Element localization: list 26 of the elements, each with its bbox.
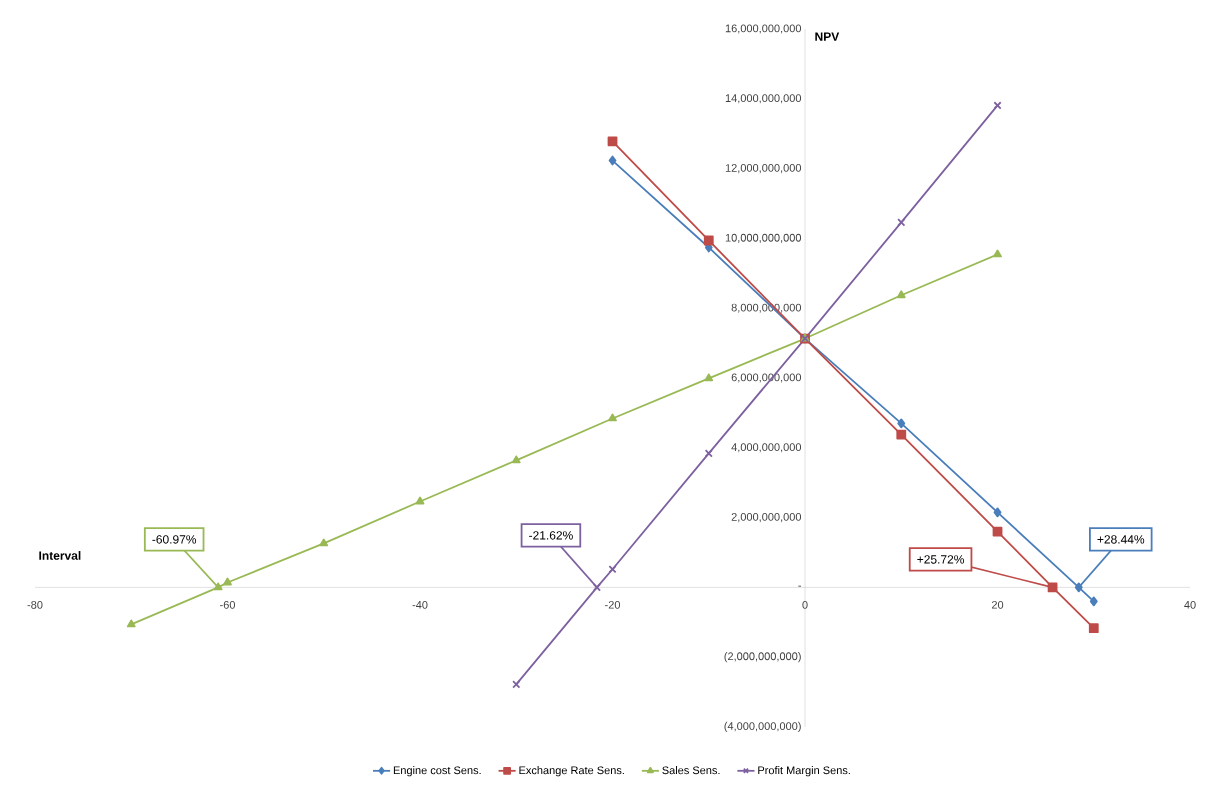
x-axis-title: Interval (39, 551, 81, 560)
y-tick-label: 2,000,000,000 (731, 513, 802, 523)
legend-label: Sales Sens. (662, 766, 720, 775)
y-tick-label: 10,000,000,000 (725, 233, 802, 243)
legend-label: Engine cost Sens. (393, 766, 481, 777)
legend-label: Profit Margin Sens. (758, 766, 850, 777)
x-tick-label: -20 (605, 600, 621, 609)
y-tick-label: (4,000,000,000) (724, 721, 801, 733)
annotation: -21.62% (529, 531, 573, 540)
x-tick-label: -80 (27, 600, 43, 609)
legend-label: Exchange Rate Sens. (519, 766, 624, 777)
x-tick-label: -40 (412, 600, 428, 609)
y-tick-label: 16,000,000,000 (725, 24, 802, 34)
annotation: +25.72% (917, 555, 964, 564)
y-tick-label: 14,000,000,000 (725, 94, 802, 104)
x-tick-label: 40 (1184, 600, 1196, 609)
annotation: -60.97% (152, 535, 197, 544)
y-axis-title: NPV (815, 32, 840, 41)
annotation: +28.44% (1097, 535, 1145, 544)
x-tick-label: -60 (220, 600, 236, 609)
x-tick-label: 0 (802, 600, 808, 609)
y-tick-label: 12,000,000,000 (725, 164, 802, 174)
x-tick-label: 20 (991, 600, 1004, 609)
y-tick-label: - (798, 585, 801, 587)
y-tick-label: 4,000,000,000 (731, 443, 802, 453)
y-tick-label: (2,000,000,000) (724, 652, 801, 663)
